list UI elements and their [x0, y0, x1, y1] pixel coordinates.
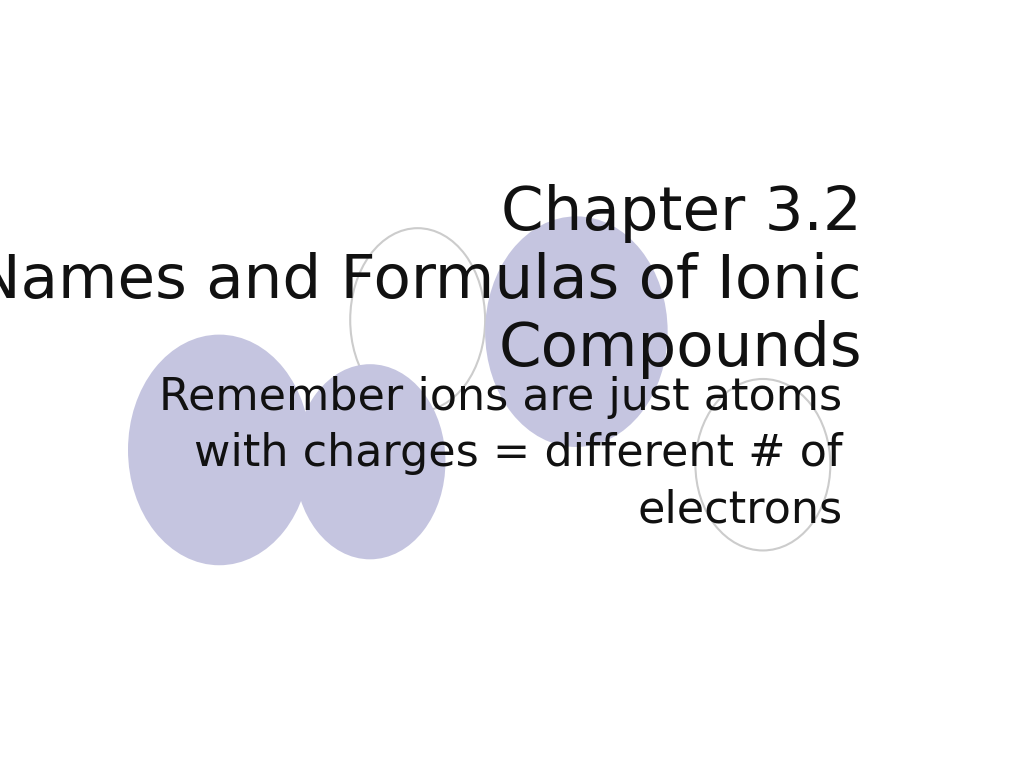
- Ellipse shape: [485, 217, 668, 447]
- Text: with charges = different # of: with charges = different # of: [194, 432, 842, 475]
- Text: Names and Formulas of Ionic: Names and Formulas of Ionic: [0, 252, 862, 311]
- Text: Chapter 3.2: Chapter 3.2: [502, 184, 862, 243]
- Text: Compounds: Compounds: [499, 319, 862, 379]
- Text: Remember ions are just atoms: Remember ions are just atoms: [159, 376, 842, 419]
- Ellipse shape: [295, 364, 445, 559]
- Text: electrons: electrons: [637, 488, 842, 531]
- Ellipse shape: [128, 335, 310, 565]
